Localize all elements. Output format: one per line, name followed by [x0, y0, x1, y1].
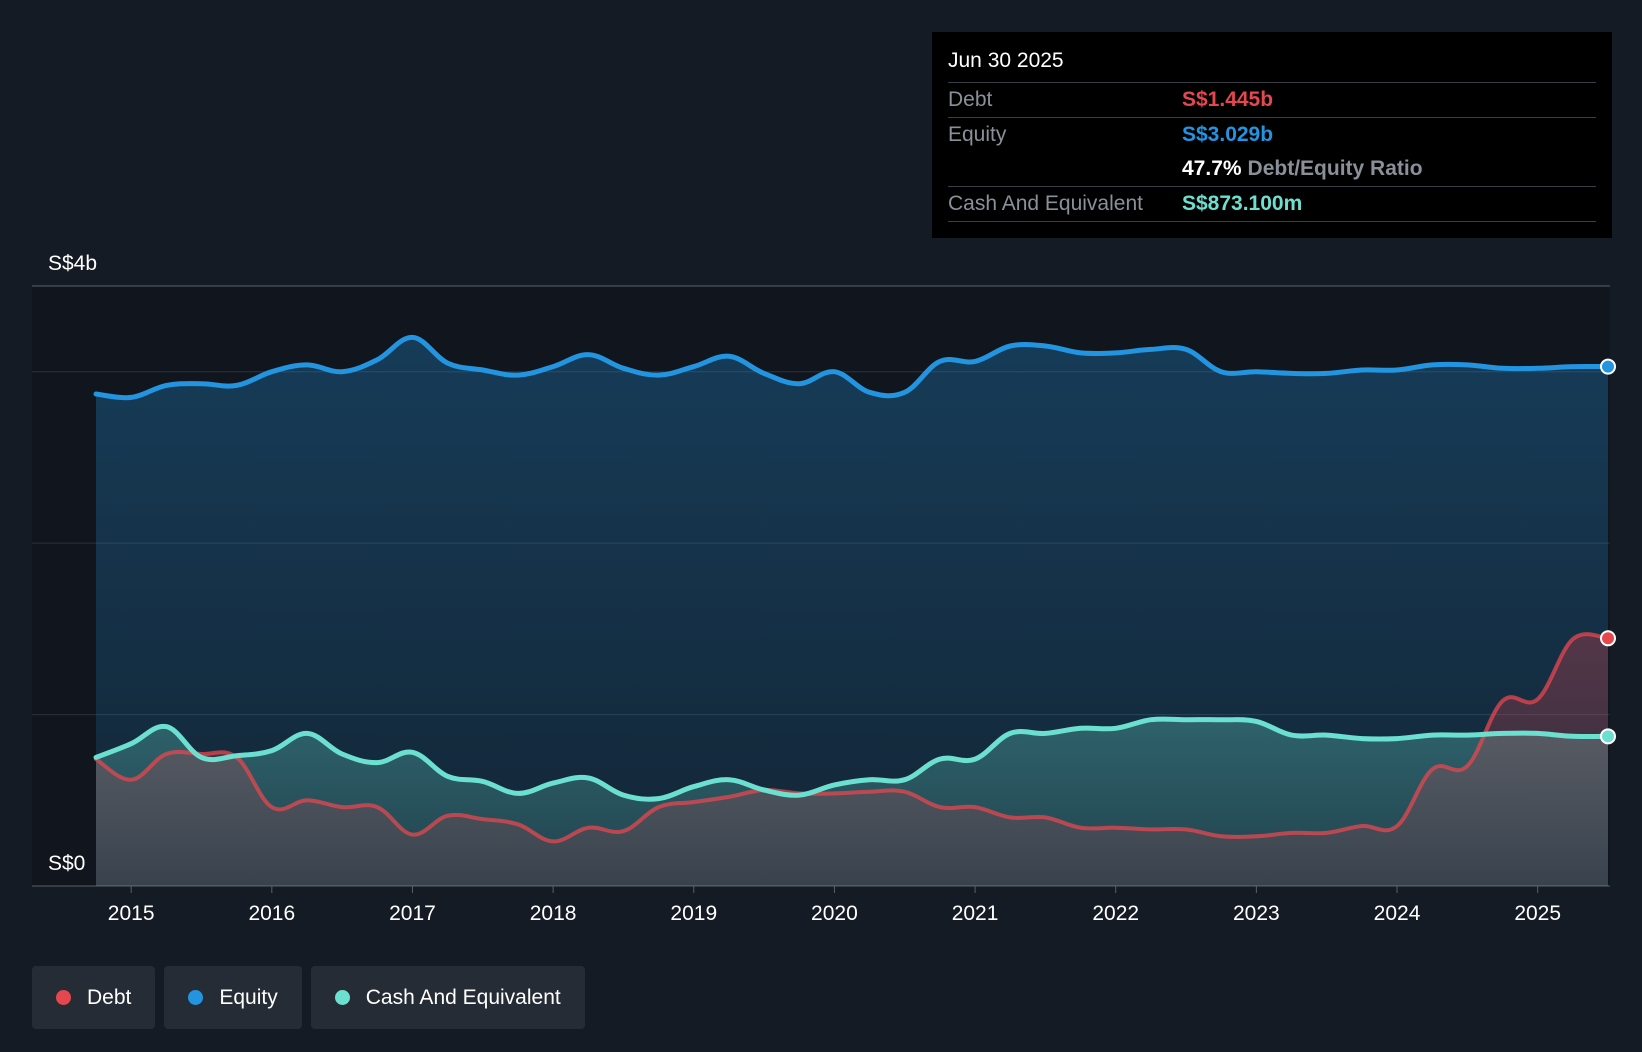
legend-label-equity: Equity [219, 985, 278, 1009]
series-lines [93, 334, 1611, 844]
tooltip-equity-label: Equity [948, 123, 1007, 146]
debt-line [94, 632, 1610, 844]
x-tick-label-2020: 2020 [811, 902, 858, 925]
series-areas [96, 337, 1608, 886]
tooltip-debt-value: S$1.445b [1182, 88, 1274, 111]
x-tick-label-2025: 2025 [1514, 902, 1561, 925]
tooltip-row-cash: Cash And Equivalent S$873.100m [948, 187, 1596, 222]
legend-item-cash[interactable]: Cash And Equivalent [310, 966, 585, 1029]
x-tick-label-2017: 2017 [389, 902, 436, 925]
legend-item-debt[interactable]: Debt [32, 966, 156, 1029]
equity-line [93, 334, 1611, 401]
legend-label-cash: Cash And Equivalent [365, 985, 561, 1009]
x-tick-label-2021: 2021 [952, 902, 999, 925]
tooltip-panel: Jun 30 2025 Debt S$1.445b Equity S$3.029… [932, 32, 1612, 238]
debt-area [96, 634, 1608, 886]
series-end-markers [1600, 358, 1616, 745]
x-tick-label-2015: 2015 [108, 902, 155, 925]
tooltip-cash-value: S$873.100m [1182, 192, 1303, 215]
legend-dot-debt-icon [56, 990, 71, 1005]
debt-end-dot[interactable] [1600, 630, 1616, 647]
legend: Debt Equity Cash And Equivalent [32, 966, 585, 1029]
x-tick-label-2018: 2018 [530, 902, 577, 925]
tooltip-row-equity: Equity S$3.029b [948, 118, 1596, 152]
legend-item-equity[interactable]: Equity [164, 966, 302, 1029]
x-tick-label-2024: 2024 [1374, 902, 1421, 925]
equity-end-dot[interactable] [1600, 358, 1616, 375]
x-tick-label-2019: 2019 [670, 902, 717, 925]
x-tick-label-2016: 2016 [248, 902, 295, 925]
cash-end-dot[interactable] [1600, 728, 1616, 745]
tooltip-date: Jun 30 2025 [948, 46, 1596, 83]
x-tick-label-2022: 2022 [1092, 902, 1139, 925]
x-tick-label-2023: 2023 [1233, 902, 1280, 925]
legend-label-debt: Debt [87, 985, 132, 1009]
x-axis-ticks: 2015 2016 2017 2018 2019 2020 2021 2022 2023 2024… [108, 886, 1561, 925]
y-axis-top-label: S$4b [48, 252, 97, 275]
tooltip-equity-value: S$3.029b [1182, 123, 1274, 146]
tooltip-row-ratio: 47.7% Debt/Equity Ratio [948, 152, 1596, 187]
tooltip-ratio-value: 47.7% [1182, 157, 1242, 180]
cash-line [93, 716, 1611, 802]
tooltip-ratio-label: Debt/Equity Ratio [1247, 157, 1423, 180]
tooltip-row-debt: Debt S$1.445b [948, 83, 1596, 118]
y-axis-bottom-label: S$0 [48, 852, 85, 875]
tooltip-cash-label: Cash And Equivalent [948, 192, 1143, 215]
legend-dot-cash-icon [334, 990, 350, 1005]
tooltip-ratio-spacer [948, 152, 1182, 186]
tooltip-debt-label: Debt [948, 88, 993, 111]
legend-dot-equity-icon [188, 990, 204, 1005]
